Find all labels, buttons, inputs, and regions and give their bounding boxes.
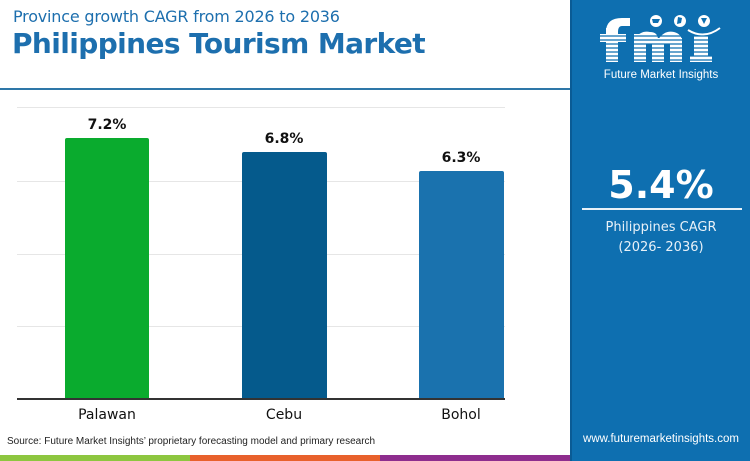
category-label-cebu: Cebu: [265, 407, 303, 423]
bottom-strip-green: [0, 455, 190, 461]
chart-title: Philippines Tourism Market: [12, 27, 426, 60]
category-label-palawan: Palawan: [78, 407, 136, 423]
x-axis-baseline: [17, 398, 505, 400]
sidebar-panel: Future Market Insights 5.4% Philippines …: [570, 0, 750, 461]
bar-cebu: [242, 152, 327, 399]
headline-divider: [582, 208, 742, 210]
bar-bohol: [419, 171, 504, 399]
logo-wordmark: Future Market Insights: [603, 69, 719, 81]
headline-cagr-value: 5.4%: [608, 163, 714, 207]
value-label-bohol: 6.3%: [441, 150, 481, 166]
source-note: Source: Future Market Insights’ propriet…: [7, 436, 376, 447]
header-divider: [0, 88, 570, 90]
headline-label-line1: Philippines CAGR: [605, 220, 717, 235]
fmi-logo-icon: [600, 15, 726, 62]
headline-label-line2: (2026- 2036): [618, 240, 704, 255]
chart-panel: Province growth CAGR from 2026 to 2036 P…: [0, 7, 570, 447]
bar-palawan: [65, 138, 149, 399]
bottom-strip-orange: [190, 455, 380, 461]
gridline: [17, 107, 505, 108]
value-label-palawan: 7.2%: [87, 117, 127, 133]
category-label-bohol: Bohol: [441, 407, 481, 423]
chart-subtitle: Province growth CAGR from 2026 to 2036: [13, 7, 340, 26]
website-link[interactable]: www.futuremarketinsights.com: [583, 433, 739, 445]
value-label-cebu: 6.8%: [264, 131, 304, 147]
headline-cagr-label: Philippines CAGR (2026- 2036): [572, 218, 750, 258]
bottom-strip-purple: [380, 455, 570, 461]
